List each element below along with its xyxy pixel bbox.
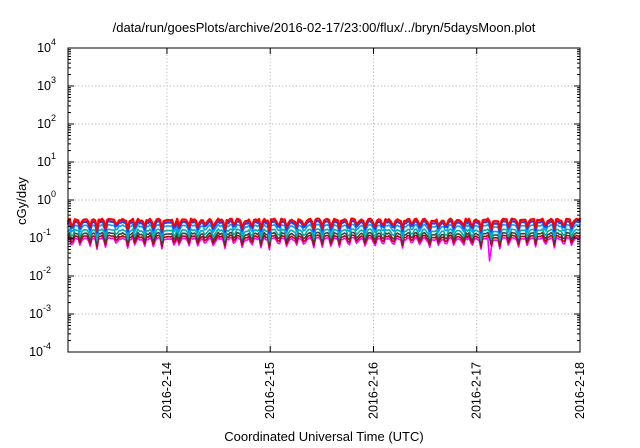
y-axis: 10-4 10-3 10-2 10-1 100 101 102 103 104 xyxy=(29,37,580,359)
y-tick-label: 10-2 xyxy=(29,265,51,283)
y-tick-label: 100 xyxy=(37,189,56,207)
y-tick-label: 103 xyxy=(37,75,56,93)
y-tick-label: 10-4 xyxy=(29,341,51,359)
y-axis-label: cGy/day xyxy=(14,177,29,225)
grid xyxy=(68,48,580,352)
series-line-7 xyxy=(66,217,582,232)
series-line-4 xyxy=(67,228,581,243)
x-tick-label: 2016-2-18 xyxy=(573,362,587,419)
chart-title: /data/run/goesPlots/archive/2016-02-17/2… xyxy=(113,20,536,35)
y-tick-label: 10-3 xyxy=(29,303,51,321)
x-tick-label: 2016-2-16 xyxy=(366,362,380,419)
x-tick-label: 2016-2-15 xyxy=(263,362,277,419)
x-tick-label: 2016-2-14 xyxy=(160,362,174,419)
x-tick-label: 2016-2-17 xyxy=(470,362,484,419)
y-tick-label: 102 xyxy=(37,113,56,131)
series-group xyxy=(66,217,582,262)
x-axis-label: Coordinated Universal Time (UTC) xyxy=(224,429,423,444)
y-tick-label: 10-1 xyxy=(29,227,51,245)
y-tick-label: 101 xyxy=(37,151,56,169)
x-axis: 2016-2-14 2016-2-15 2016-2-16 2016-2-17 2016… xyxy=(160,48,587,419)
y-tick-label: 104 xyxy=(37,37,56,55)
